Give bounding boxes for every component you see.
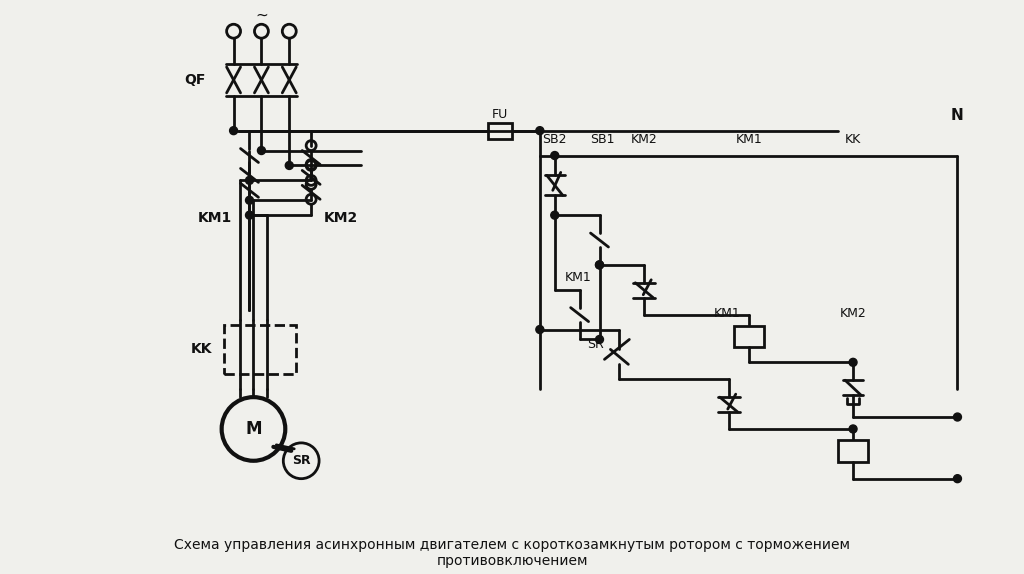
Circle shape: [246, 211, 254, 219]
Text: KM1: KM1: [198, 211, 231, 225]
Circle shape: [849, 425, 857, 433]
Text: KM1: KM1: [735, 133, 762, 146]
Circle shape: [596, 261, 603, 269]
Text: KM2: KM2: [324, 211, 358, 225]
Text: SB2: SB2: [543, 133, 567, 146]
Bar: [839, 440, 868, 461]
Text: SR: SR: [587, 338, 604, 351]
Bar: [488, 123, 512, 138]
Text: M: M: [245, 420, 262, 438]
Text: Схема управления асинхронным двигателем с короткозамкнутым ротором с торможением: Схема управления асинхронным двигателем …: [174, 538, 850, 568]
Text: KM2: KM2: [840, 307, 866, 320]
Text: KK: KK: [191, 343, 213, 356]
Circle shape: [536, 325, 544, 333]
Circle shape: [953, 475, 962, 483]
Circle shape: [536, 127, 544, 135]
Text: SB1: SB1: [590, 133, 614, 146]
Bar: [223, 324, 296, 374]
Text: QF: QF: [184, 73, 206, 87]
Circle shape: [953, 413, 962, 421]
Circle shape: [246, 176, 254, 184]
Text: KM1: KM1: [714, 307, 740, 320]
Circle shape: [246, 196, 254, 204]
Circle shape: [286, 161, 293, 169]
Text: KM2: KM2: [631, 133, 657, 146]
Circle shape: [229, 127, 238, 135]
Circle shape: [596, 261, 603, 269]
Text: FU: FU: [492, 108, 508, 121]
Text: SR: SR: [292, 454, 310, 467]
Text: KM1: KM1: [564, 272, 591, 284]
Circle shape: [596, 335, 603, 343]
Bar: [734, 325, 764, 347]
Circle shape: [551, 152, 559, 160]
Circle shape: [849, 358, 857, 366]
Circle shape: [257, 146, 265, 154]
Text: KK: KK: [845, 133, 861, 146]
Text: ~: ~: [255, 8, 268, 23]
Circle shape: [551, 211, 559, 219]
Text: N: N: [951, 108, 964, 123]
